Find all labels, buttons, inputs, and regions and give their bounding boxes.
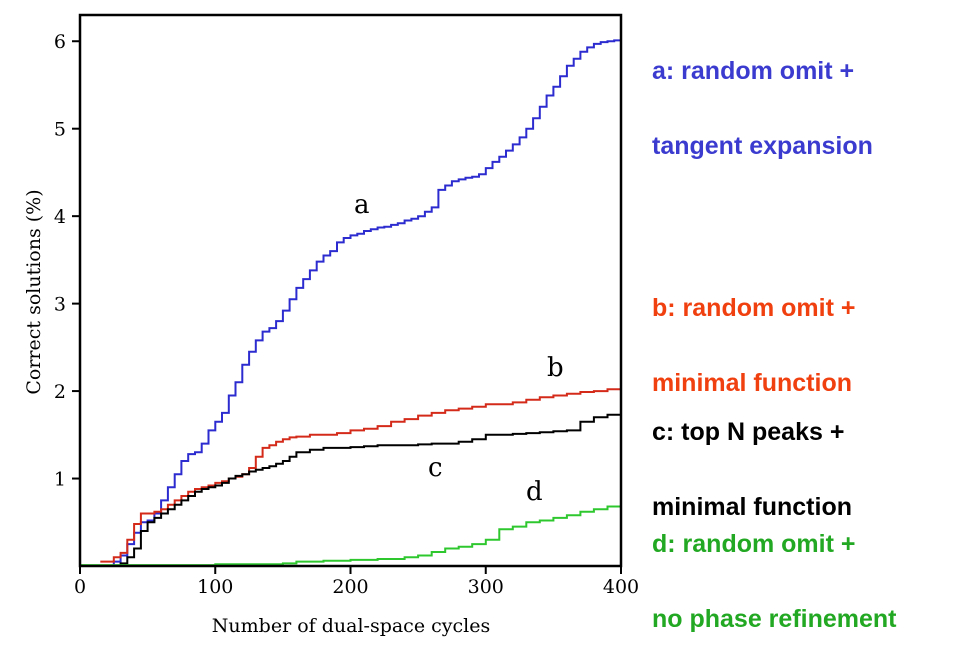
- series-d-line: [80, 504, 622, 567]
- legend-c-line-1: c: top N peaks +: [652, 418, 845, 446]
- y-tick-label: 6: [54, 31, 66, 53]
- legend-b-line-2: minimal function: [652, 369, 852, 397]
- chart: 0 100 200 300 400 1 2 3 4 5 6 Correct solutions (%…: [23, 13, 639, 637]
- legend-a-line-2: tangent expansion: [652, 132, 873, 160]
- curve-label-b: b: [547, 353, 564, 383]
- legend-b-line-1: b: random omit +: [652, 294, 856, 322]
- legend-entry-d: d: random omit + no phase refinement: [652, 482, 897, 657]
- legend-entry-c: c: top N peaks + minimal function: [652, 370, 852, 545]
- x-tick-label: 400: [603, 576, 639, 598]
- legend-c-line-2: minimal function: [652, 493, 852, 521]
- x-tick-label: 200: [332, 576, 368, 598]
- y-tick-label: 2: [54, 381, 66, 403]
- x-axis-title: Number of dual-space cycles: [212, 615, 490, 637]
- legend-d-line-2: no phase refinement: [652, 605, 897, 633]
- x-tick-label: 0: [74, 576, 86, 598]
- ticks-layer: 0 100 200 300 400 1 2 3 4 5 6: [54, 31, 639, 598]
- y-tick-label: 4: [54, 206, 66, 228]
- series-c-line: [113, 412, 622, 567]
- legend-entry-a: a: random omit + tangent expansion: [652, 9, 873, 184]
- curve-label-c: c: [428, 453, 443, 483]
- y-tick-label: 5: [54, 119, 66, 141]
- legend-d-line-1: d: random omit +: [652, 530, 856, 558]
- curve-label-a: a: [354, 190, 370, 220]
- x-tick-label: 100: [197, 576, 233, 598]
- y-axis-title: Correct solutions (%): [23, 189, 45, 394]
- x-tick-label: 300: [468, 576, 504, 598]
- series-layer: [80, 39, 622, 567]
- series-a-line: [100, 39, 622, 567]
- curve-label-d: d: [526, 477, 543, 507]
- legend-entry-b: b: random omit + minimal function: [652, 246, 855, 421]
- y-tick-label: 3: [54, 294, 66, 316]
- legend-a-line-1: a: random omit +: [652, 57, 855, 85]
- y-tick-label: 1: [54, 469, 66, 491]
